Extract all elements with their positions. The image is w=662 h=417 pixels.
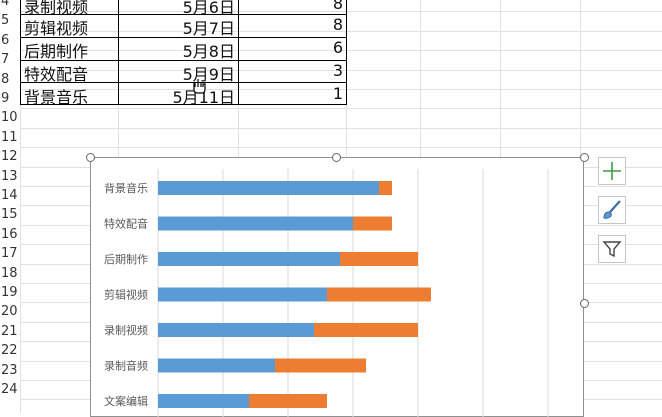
category-label: 文案编辑 <box>104 394 148 408</box>
bar-series-2[interactable] <box>379 181 392 195</box>
row-header[interactable]: 4 <box>0 0 20 14</box>
bar-chart[interactable]: 背景音乐特效配音后期制作剪辑视频录制视频录制音频文案编辑 <box>90 157 584 417</box>
row-header[interactable]: 22 <box>0 343 20 363</box>
chart-styles-button[interactable] <box>598 196 626 224</box>
row-header[interactable]: 20 <box>0 304 20 324</box>
row-header[interactable]: 24 <box>0 382 20 402</box>
row-header[interactable]: 5 <box>0 13 20 33</box>
row-header[interactable]: 12 <box>0 149 20 169</box>
days-cell[interactable]: 1 <box>332 84 343 103</box>
bar-series-1[interactable] <box>158 181 379 195</box>
date-cell[interactable]: 5月9日 <box>182 65 235 84</box>
date-cell[interactable]: 5月6日 <box>182 0 235 17</box>
filter-icon <box>602 241 622 258</box>
days-cell[interactable]: 3 <box>332 61 343 80</box>
task-cell[interactable]: 背景音乐 <box>24 88 89 107</box>
row-header[interactable]: 6 <box>0 32 20 53</box>
row-header[interactable]: 9 <box>0 91 20 111</box>
bar-series-1[interactable] <box>158 216 353 231</box>
date-cell[interactable]: 5月8日 <box>182 42 235 61</box>
resize-handle-top-right[interactable] <box>580 153 589 162</box>
row-header[interactable]: 14 <box>0 188 20 208</box>
row-header[interactable]: 23 <box>0 362 20 382</box>
row-header[interactable]: 8 <box>0 71 20 91</box>
days-cell[interactable]: 6 <box>332 38 343 57</box>
task-cell[interactable]: 录制视频 <box>24 0 89 17</box>
task-cell[interactable]: 后期制作 <box>24 42 89 61</box>
chart-filters-button[interactable] <box>598 235 626 263</box>
cursor-icon <box>193 79 206 94</box>
row-header[interactable]: 15 <box>0 207 20 227</box>
row-header[interactable]: 13 <box>0 168 20 188</box>
resize-handle-top-left[interactable] <box>86 153 95 162</box>
days-cell[interactable]: 8 <box>332 15 343 34</box>
category-label: 特效配音 <box>104 217 148 231</box>
resize-handle-top[interactable] <box>332 153 341 162</box>
bar-series-1[interactable] <box>158 252 340 266</box>
bar-series-2[interactable] <box>327 287 431 302</box>
bar-series-1[interactable] <box>158 358 275 373</box>
category-label: 录制视频 <box>104 323 148 337</box>
category-label: 后期制作 <box>104 253 148 266</box>
task-cell[interactable]: 特效配音 <box>24 65 89 84</box>
bar-series-2[interactable] <box>249 394 327 408</box>
row-header[interactable]: 21 <box>0 323 20 344</box>
bar-series-2[interactable] <box>314 323 418 337</box>
brush-icon <box>603 200 621 219</box>
category-label: 背景音乐 <box>104 181 148 195</box>
category-label: 剪辑视频 <box>104 288 148 302</box>
row-header[interactable]: 11 <box>0 129 20 150</box>
row-header[interactable]: 16 <box>0 226 20 247</box>
task-cell[interactable]: 剪辑视频 <box>24 19 89 38</box>
resize-handle-right[interactable] <box>580 299 589 308</box>
chart-elements-button[interactable] <box>598 157 626 185</box>
bar-series-2[interactable] <box>353 216 392 231</box>
bar-series-1[interactable] <box>158 323 314 337</box>
row-header[interactable]: 10 <box>0 110 20 130</box>
bar-series-1[interactable] <box>158 287 327 302</box>
row-header[interactable]: 17 <box>0 246 20 266</box>
bar-series-2[interactable] <box>340 252 418 266</box>
row-header[interactable]: 7 <box>0 52 20 72</box>
category-label: 录制音频 <box>104 359 148 373</box>
bar-series-1[interactable] <box>158 394 249 408</box>
row-header[interactable]: 19 <box>0 285 20 305</box>
plus-icon <box>603 162 621 180</box>
row-header[interactable]: 18 <box>0 265 20 285</box>
days-cell[interactable]: 8 <box>332 0 343 13</box>
date-cell[interactable]: 5月7日 <box>182 19 235 38</box>
date-cell[interactable]: 5月11日 <box>172 88 235 107</box>
bar-series-2[interactable] <box>275 358 366 373</box>
